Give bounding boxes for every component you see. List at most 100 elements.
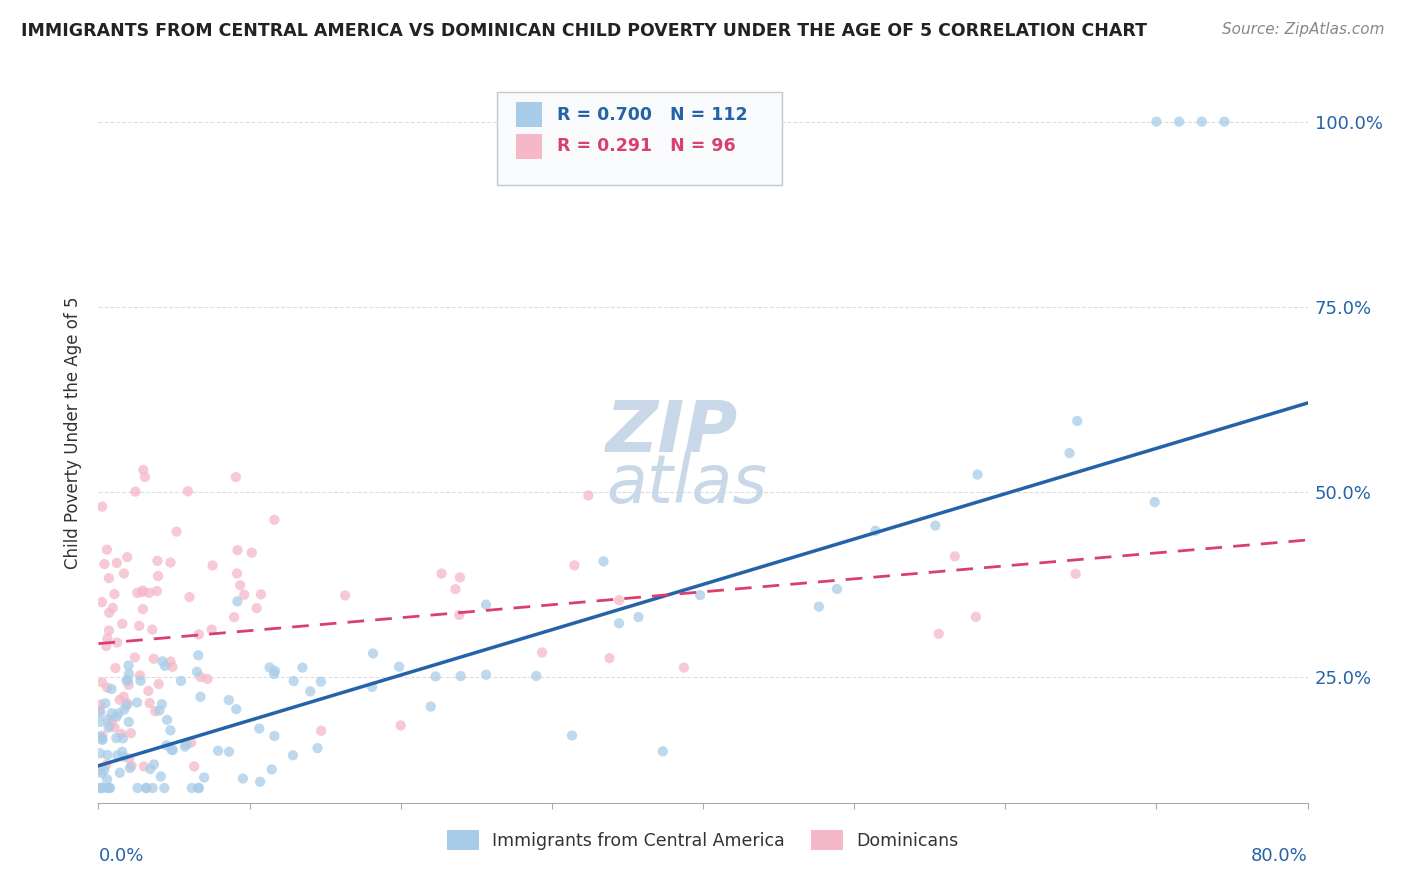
Point	[97, 712, 120, 726]
Point	[159, 556, 181, 570]
Point	[449, 608, 471, 623]
Point	[146, 569, 169, 583]
Point	[281, 748, 304, 763]
Point	[125, 696, 148, 710]
Point	[91, 675, 114, 690]
Point	[1144, 114, 1167, 128]
Point	[943, 549, 966, 564]
Point	[117, 658, 139, 673]
Point	[93, 557, 115, 571]
Point	[105, 556, 128, 570]
Point	[104, 661, 127, 675]
Point	[89, 746, 111, 760]
Point	[98, 606, 121, 620]
Point	[225, 470, 247, 484]
Point	[117, 673, 139, 688]
Point	[1066, 414, 1088, 428]
Point	[91, 500, 114, 514]
Point	[89, 714, 111, 729]
Point	[107, 748, 129, 763]
Point	[105, 635, 128, 649]
Point	[150, 697, 173, 711]
Point	[100, 681, 122, 696]
Point	[966, 467, 988, 482]
Point	[96, 780, 118, 795]
Point	[1213, 114, 1236, 128]
Point	[91, 780, 114, 795]
Point	[607, 593, 630, 607]
Text: 80.0%: 80.0%	[1251, 847, 1308, 865]
Point	[118, 667, 141, 681]
Point	[229, 578, 252, 592]
Point	[419, 699, 441, 714]
Legend: Immigrants from Central America, Dominicans: Immigrants from Central America, Dominic…	[440, 823, 966, 857]
Point	[263, 513, 285, 527]
Point	[166, 524, 188, 539]
Point	[112, 690, 135, 704]
Point	[155, 739, 177, 753]
Point	[112, 749, 135, 764]
Point	[233, 588, 256, 602]
Point	[97, 624, 120, 638]
Point	[259, 660, 281, 674]
Point	[531, 645, 554, 659]
Point	[152, 654, 174, 668]
Point	[176, 737, 198, 751]
Point	[131, 583, 153, 598]
Point	[246, 601, 269, 615]
Point	[91, 732, 114, 747]
Point	[197, 672, 219, 686]
Point	[89, 763, 111, 777]
Point	[127, 780, 149, 795]
Point	[207, 744, 229, 758]
Text: Source: ZipAtlas.com: Source: ZipAtlas.com	[1222, 22, 1385, 37]
Point	[90, 766, 112, 780]
Point	[190, 690, 212, 704]
Point	[89, 730, 111, 744]
Point	[111, 731, 134, 746]
Point	[187, 780, 209, 795]
Point	[132, 759, 155, 773]
Point	[183, 759, 205, 773]
Point	[89, 706, 111, 720]
Point	[96, 639, 118, 653]
Point	[180, 780, 202, 795]
Point	[111, 745, 134, 759]
Point	[89, 704, 111, 718]
Point	[97, 721, 120, 735]
Point	[309, 723, 332, 738]
Y-axis label: Child Poverty Under the Age of 5: Child Poverty Under the Age of 5	[65, 296, 83, 569]
Text: IMMIGRANTS FROM CENTRAL AMERICA VS DOMINICAN CHILD POVERTY UNDER THE AGE OF 5 CO: IMMIGRANTS FROM CENTRAL AMERICA VS DOMIN…	[21, 22, 1147, 40]
Point	[264, 664, 287, 678]
Text: R = 0.291   N = 96: R = 0.291 N = 96	[557, 137, 735, 155]
Point	[96, 542, 118, 557]
Point	[190, 670, 212, 684]
Point	[129, 668, 152, 682]
Point	[142, 780, 165, 795]
Point	[91, 729, 114, 743]
Point	[146, 584, 169, 599]
Point	[599, 651, 621, 665]
FancyBboxPatch shape	[516, 135, 543, 159]
Point	[689, 588, 711, 602]
Point	[159, 723, 181, 738]
Point	[96, 772, 118, 787]
Point	[627, 610, 650, 624]
Point	[825, 582, 848, 596]
Text: 0.0%: 0.0%	[98, 847, 143, 865]
Point	[118, 678, 141, 692]
Point	[142, 757, 165, 772]
Point	[389, 718, 412, 732]
Point	[134, 470, 156, 484]
Point	[105, 710, 128, 724]
Point	[96, 632, 118, 646]
FancyBboxPatch shape	[498, 92, 782, 185]
Point	[96, 681, 118, 695]
Point	[388, 659, 411, 673]
Point	[309, 674, 332, 689]
Point	[103, 720, 125, 734]
Point	[124, 484, 146, 499]
Point	[1191, 114, 1213, 128]
Text: R = 0.700   N = 112: R = 0.700 N = 112	[557, 105, 748, 124]
Point	[138, 586, 160, 600]
